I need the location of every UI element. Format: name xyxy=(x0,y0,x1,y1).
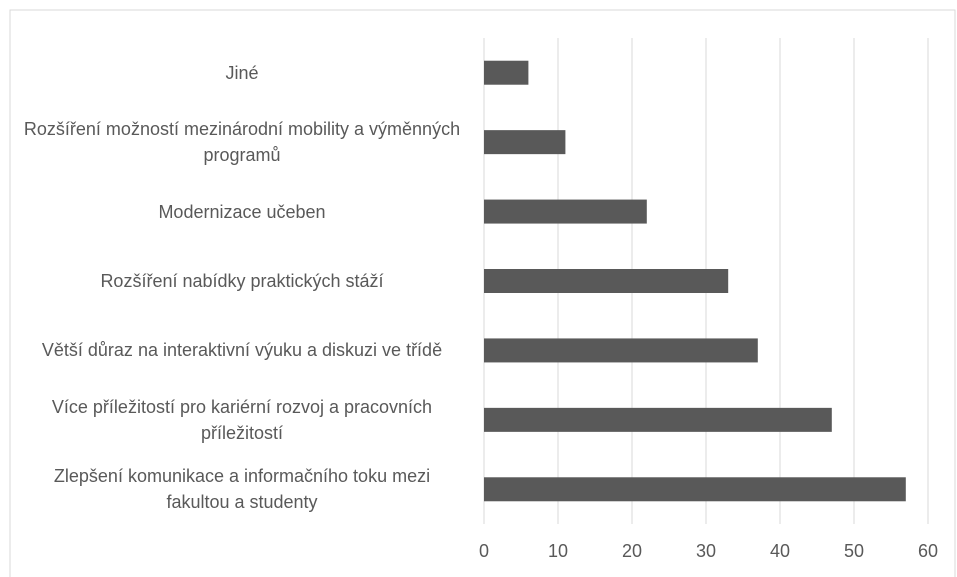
y-tick-label: Modernizace učeben xyxy=(158,201,326,222)
x-tick-label: 10 xyxy=(548,541,568,561)
bar xyxy=(484,407,832,432)
y-tick-label: Zlepšení komunikace a informačního toku … xyxy=(53,466,431,513)
x-tick-label: 20 xyxy=(622,541,642,561)
y-tick-label: Větší důraz na interaktivní výuku a disk… xyxy=(41,340,443,361)
x-tick-label: 50 xyxy=(844,541,864,561)
y-tick-label: Více příležitostí pro kariérní rozvoj a … xyxy=(51,396,433,443)
y-tick-label: Rozšíření možností mezinárodní mobility … xyxy=(23,119,461,166)
x-tick-label: 60 xyxy=(918,541,938,561)
bar xyxy=(484,199,647,224)
x-tick-label: 0 xyxy=(479,541,489,561)
chart-border xyxy=(9,9,956,577)
x-tick-label: 40 xyxy=(770,541,790,561)
bar xyxy=(484,477,906,502)
y-tick-label: Rozšíření nabídky praktických stáží xyxy=(100,271,384,291)
bar xyxy=(484,60,529,85)
x-tick-label: 30 xyxy=(696,541,716,561)
bar xyxy=(484,130,566,155)
bar xyxy=(484,338,758,363)
y-tick-label: Jiné xyxy=(225,62,259,83)
bar xyxy=(484,269,729,293)
